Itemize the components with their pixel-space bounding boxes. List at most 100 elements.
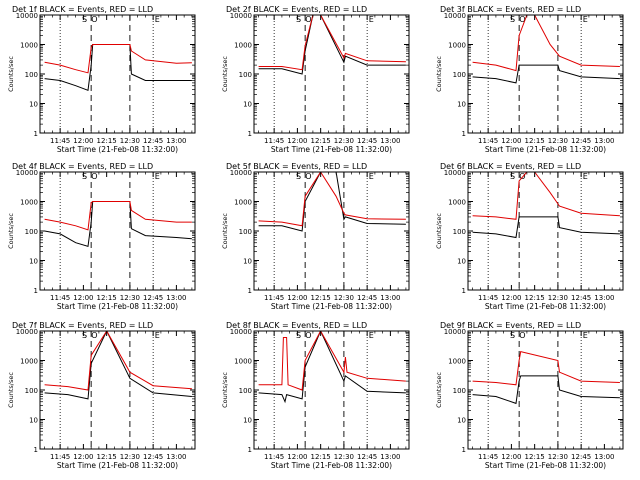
panel-title: Det 9f BLACK = Events, RED = LLD	[440, 321, 581, 330]
panel-title: Det 5f BLACK = Events, RED = LLD	[226, 162, 367, 171]
series-lld-line	[258, 172, 406, 227]
y-tick-label: 100	[239, 228, 252, 236]
x-tick-label: 11:45	[478, 294, 498, 302]
y-axis-label: Counts/sec	[221, 213, 229, 249]
series-group	[472, 172, 620, 239]
x-tick-label: 13:00	[594, 137, 614, 145]
y-axis-label: Counts/sec	[221, 56, 229, 92]
x-tick-label: 11:45	[478, 137, 498, 145]
series-group	[472, 350, 620, 405]
y-axis-label: Counts/sec	[7, 56, 15, 92]
marker-label: S	[296, 172, 301, 181]
x-tick-label: 12:00	[501, 294, 521, 302]
x-tick-label: 12:00	[73, 137, 93, 145]
x-tick-label: 12:00	[501, 453, 521, 461]
y-axis-label: Counts/sec	[221, 372, 229, 408]
series-group	[44, 331, 192, 400]
marker-label: E	[369, 172, 374, 181]
x-tick-label: 12:45	[357, 453, 377, 461]
x-tick-label: 12:15	[525, 294, 545, 302]
panel-title: Det 6f BLACK = Events, RED = LLD	[440, 162, 581, 171]
y-tick-label: 100	[453, 228, 466, 236]
x-tick-label: 12:00	[287, 294, 307, 302]
x-tick-label: 12:45	[143, 137, 163, 145]
x-axis-label: Start Time (21-Feb-08 11:32:00)	[57, 145, 178, 154]
y-tick-label: 100	[453, 387, 466, 395]
y-tick-label: 1000	[20, 42, 38, 50]
x-axis-label: Start Time (21-Feb-08 11:32:00)	[271, 302, 392, 311]
x-tick-label: 12:30	[120, 453, 140, 461]
y-tick-label: 1	[462, 446, 466, 454]
y-tick-label: 100	[239, 71, 252, 79]
y-tick-label: 10000	[16, 12, 38, 20]
y-tick-label: 1	[34, 287, 38, 295]
marker-label: E	[155, 172, 160, 181]
x-tick-label: 12:30	[548, 453, 568, 461]
y-tick-label: 10	[457, 417, 466, 425]
marker-label: O	[305, 15, 311, 24]
y-tick-label: 10	[29, 417, 38, 425]
series-lld-line	[44, 331, 192, 391]
series-group	[44, 44, 192, 91]
series-events-line	[258, 331, 406, 404]
x-tick-label: 12:00	[501, 137, 521, 145]
marker-label: S	[510, 172, 515, 181]
x-tick-label: 12:30	[334, 453, 354, 461]
x-tick-label: 12:00	[287, 137, 307, 145]
y-tick-label: 10000	[16, 328, 38, 336]
y-tick-label: 1	[462, 130, 466, 138]
y-tick-label: 1000	[234, 358, 252, 366]
y-tick-label: 10000	[16, 169, 38, 177]
x-tick-label: 12:30	[548, 294, 568, 302]
marker-label: O	[305, 331, 311, 340]
y-tick-label: 1	[34, 446, 38, 454]
x-tick-label: 11:45	[50, 294, 70, 302]
y-tick-label: 1000	[448, 358, 466, 366]
x-tick-label: 12:00	[287, 453, 307, 461]
x-tick-label: 12:15	[311, 137, 331, 145]
marker-label: S	[82, 15, 87, 24]
y-tick-label: 10000	[444, 169, 466, 177]
x-tick-label: 11:45	[264, 453, 284, 461]
marker-label: O	[91, 331, 97, 340]
series-events-line	[472, 64, 620, 84]
x-axis-label: Start Time (21-Feb-08 11:32:00)	[57, 302, 178, 311]
marker-label: S	[510, 15, 515, 24]
series-events-line	[44, 331, 192, 400]
x-tick-label: 12:15	[311, 294, 331, 302]
x-tick-label: 13:00	[166, 294, 186, 302]
y-tick-label: 10	[243, 101, 252, 109]
marker-label: S	[296, 331, 301, 340]
y-tick-label: 1000	[448, 42, 466, 50]
marker-label: S	[296, 15, 301, 24]
marker-label: O	[91, 172, 97, 181]
y-tick-label: 10	[457, 258, 466, 266]
x-axis-label: Start Time (21-Feb-08 11:32:00)	[271, 461, 392, 470]
x-tick-label: 11:45	[478, 453, 498, 461]
y-tick-label: 1	[248, 287, 252, 295]
series-group	[258, 331, 406, 404]
x-tick-label: 12:45	[357, 294, 377, 302]
panel-title: Det 2f BLACK = Events, RED = LLD	[226, 5, 367, 14]
series-lld-line	[44, 44, 192, 74]
y-tick-label: 10000	[444, 12, 466, 20]
series-events-line	[258, 172, 406, 232]
series-lld-line	[472, 172, 620, 220]
x-tick-label: 12:45	[571, 294, 591, 302]
x-tick-label: 12:15	[525, 453, 545, 461]
x-tick-label: 12:15	[97, 453, 117, 461]
x-tick-label: 12:30	[334, 294, 354, 302]
x-tick-label: 13:00	[380, 137, 400, 145]
x-axis-label: Start Time (21-Feb-08 11:32:00)	[485, 302, 606, 311]
x-tick-label: 12:45	[571, 137, 591, 145]
x-axis-label: Start Time (21-Feb-08 11:32:00)	[57, 461, 178, 470]
marker-label: O	[519, 331, 525, 340]
x-axis-label: Start Time (21-Feb-08 11:32:00)	[485, 461, 606, 470]
y-tick-label: 10	[457, 101, 466, 109]
